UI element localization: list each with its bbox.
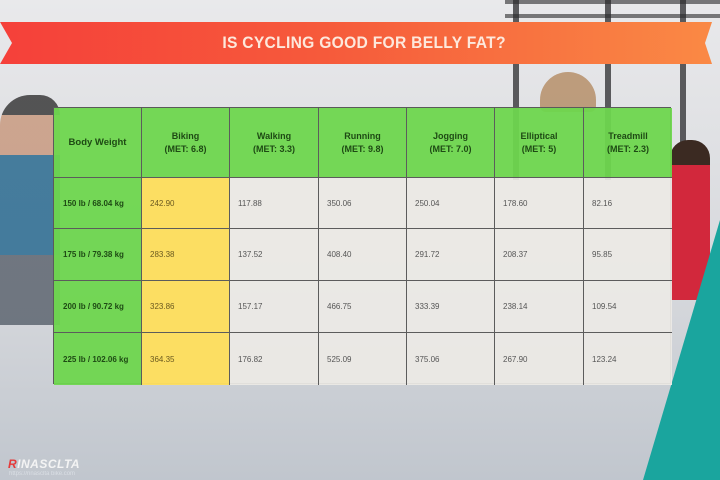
table-cell-elliptical: 208.37 bbox=[495, 229, 584, 281]
table-cell-running: 408.40 bbox=[319, 229, 407, 281]
logo-text: INASCLTA bbox=[17, 457, 81, 471]
table-cell-running: 350.06 bbox=[319, 178, 407, 229]
table-cell-biking: 242.90 bbox=[142, 178, 230, 229]
header-label: Biking bbox=[171, 130, 200, 141]
header-met: (MET: 7.0) bbox=[429, 143, 472, 154]
table-cell-elliptical: 178.60 bbox=[495, 178, 584, 229]
header-running: Running (MET: 9.8) bbox=[319, 108, 407, 178]
table-cell-treadmill: 82.16 bbox=[584, 178, 672, 229]
background-person-right bbox=[670, 140, 710, 300]
row-weight-label: 225 lb / 102.06 kg bbox=[54, 333, 142, 385]
table-cell-biking: 283.38 bbox=[142, 229, 230, 281]
header-met: (MET: 3.3) bbox=[252, 143, 295, 154]
page-title: IS CYCLING GOOD FOR BELLY FAT? bbox=[222, 33, 506, 52]
table-cell-running: 466.75 bbox=[319, 281, 407, 333]
header-label: Jogging bbox=[433, 130, 468, 141]
header-elliptical: Elliptical (MET: 5) bbox=[495, 108, 584, 178]
table-cell-running: 525.09 bbox=[319, 333, 407, 385]
header-treadmill: Treadmill (MET: 2.3) bbox=[584, 108, 672, 178]
table-cell-treadmill: 95.85 bbox=[584, 229, 672, 281]
table-cell-biking: 323.86 bbox=[142, 281, 230, 333]
header-biking: Biking (MET: 6.8) bbox=[142, 108, 230, 178]
table-cell-elliptical: 267.90 bbox=[495, 333, 584, 385]
table-cell-walking: 137.52 bbox=[230, 229, 319, 281]
brand-url: https://rinasclta bike.com bbox=[9, 471, 76, 477]
table-cell-jogging: 250.04 bbox=[407, 178, 495, 229]
row-weight-label: 175 lb / 79.38 kg bbox=[54, 229, 142, 281]
header-label: Body Weight bbox=[68, 137, 127, 148]
table-cell-jogging: 291.72 bbox=[407, 229, 495, 281]
header-jogging: Jogging (MET: 7.0) bbox=[407, 108, 495, 178]
header-label: Elliptical bbox=[520, 130, 558, 141]
table-cell-jogging: 375.06 bbox=[407, 333, 495, 385]
title-banner: IS CYCLING GOOD FOR BELLY FAT? bbox=[0, 22, 712, 64]
table-cell-treadmill: 123.24 bbox=[584, 333, 672, 385]
header-label: Walking bbox=[256, 130, 292, 141]
logo-mark: R bbox=[8, 457, 18, 471]
row-weight-label: 200 lb / 90.72 kg bbox=[54, 281, 142, 333]
table-cell-treadmill: 109.54 bbox=[584, 281, 672, 333]
brand-logo: RINASCLTA bbox=[8, 457, 80, 471]
background-person-head bbox=[540, 72, 596, 112]
background-person-left bbox=[0, 95, 60, 325]
table-cell-walking: 117.88 bbox=[230, 178, 319, 229]
calorie-table: Body Weight Biking (MET: 6.8) Walking (M… bbox=[53, 107, 672, 385]
header-met: (MET: 2.3) bbox=[606, 143, 649, 154]
table-cell-jogging: 333.39 bbox=[407, 281, 495, 333]
header-label: Running bbox=[344, 130, 381, 141]
header-walking: Walking (MET: 3.3) bbox=[230, 108, 319, 178]
row-weight-label: 150 lb / 68.04 kg bbox=[54, 178, 142, 229]
table-cell-elliptical: 238.14 bbox=[495, 281, 584, 333]
header-met: (MET: 6.8) bbox=[164, 143, 207, 154]
header-met: (MET: 5) bbox=[521, 143, 557, 154]
table-cell-walking: 176.82 bbox=[230, 333, 319, 385]
header-label: Treadmill bbox=[608, 130, 648, 141]
table-cell-biking: 364.35 bbox=[142, 333, 230, 385]
header-body-weight: Body Weight bbox=[54, 108, 142, 178]
table-cell-walking: 157.17 bbox=[230, 281, 319, 333]
header-met: (MET: 9.8) bbox=[341, 143, 384, 154]
